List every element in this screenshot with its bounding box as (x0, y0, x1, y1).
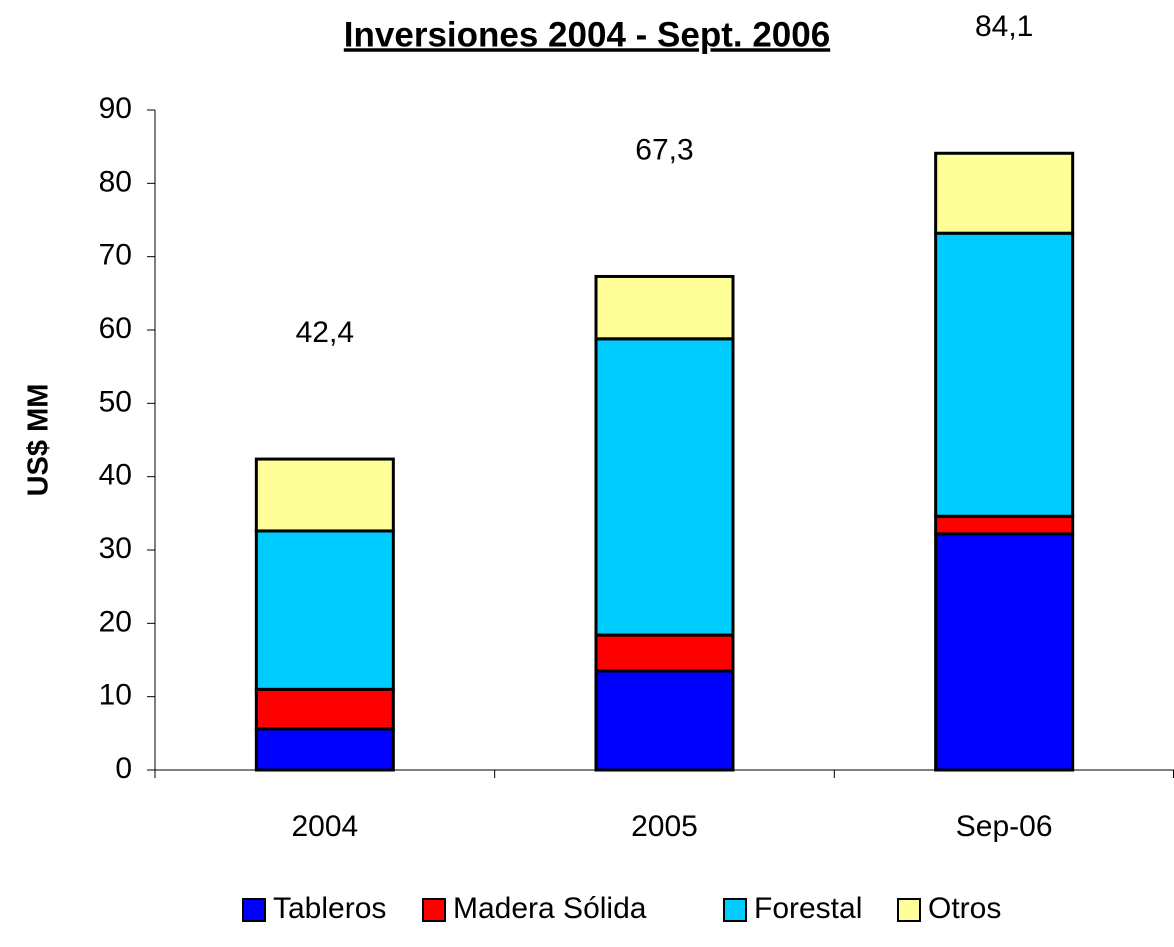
x-tick-label: 2005 (631, 810, 698, 843)
x-tick-label: Sep-06 (956, 810, 1053, 843)
bar-segment (594, 274, 735, 341)
y-tick-label: 0 (115, 752, 132, 785)
bar-segment (934, 532, 1075, 772)
legend-label: Otros (928, 892, 1001, 925)
bar-segment (254, 457, 395, 533)
y-tick-label: 20 (99, 605, 132, 638)
bar-segment (594, 633, 735, 673)
total-label: 42,4 (296, 316, 354, 349)
total-label: 84,1 (975, 10, 1033, 43)
bar-segment (934, 514, 1075, 536)
y-tick-label: 10 (99, 679, 132, 712)
legend-swatch (422, 898, 446, 922)
y-tick-label: 90 (99, 92, 132, 125)
bar-segment (254, 687, 395, 731)
x-tick-label: 2004 (291, 810, 358, 843)
bar-segment (594, 669, 735, 772)
legend-label: Madera Sólida (453, 892, 647, 925)
bar-segment (254, 727, 395, 772)
bar-segment (594, 337, 735, 637)
legend-label: Tableros (273, 892, 386, 925)
total-label: 67,3 (635, 133, 693, 166)
y-axis-label: US$ MM (23, 384, 55, 497)
bar-segment (254, 529, 395, 691)
legend-swatch (723, 898, 747, 922)
y-tick-label: 30 (99, 532, 132, 565)
legend-swatch (242, 898, 266, 922)
bar-segment (934, 231, 1075, 518)
legend-label: Forestal (754, 892, 862, 925)
y-tick-label: 40 (99, 459, 132, 492)
chart-title: Inversiones 2004 - Sept. 2006 (344, 15, 830, 54)
y-tick-label: 60 (99, 312, 132, 345)
y-tick-label: 80 (99, 165, 132, 198)
y-tick-label: 70 (99, 239, 132, 272)
legend-swatch (897, 898, 921, 922)
bar-segment (934, 151, 1075, 235)
y-tick-label: 50 (99, 385, 132, 418)
